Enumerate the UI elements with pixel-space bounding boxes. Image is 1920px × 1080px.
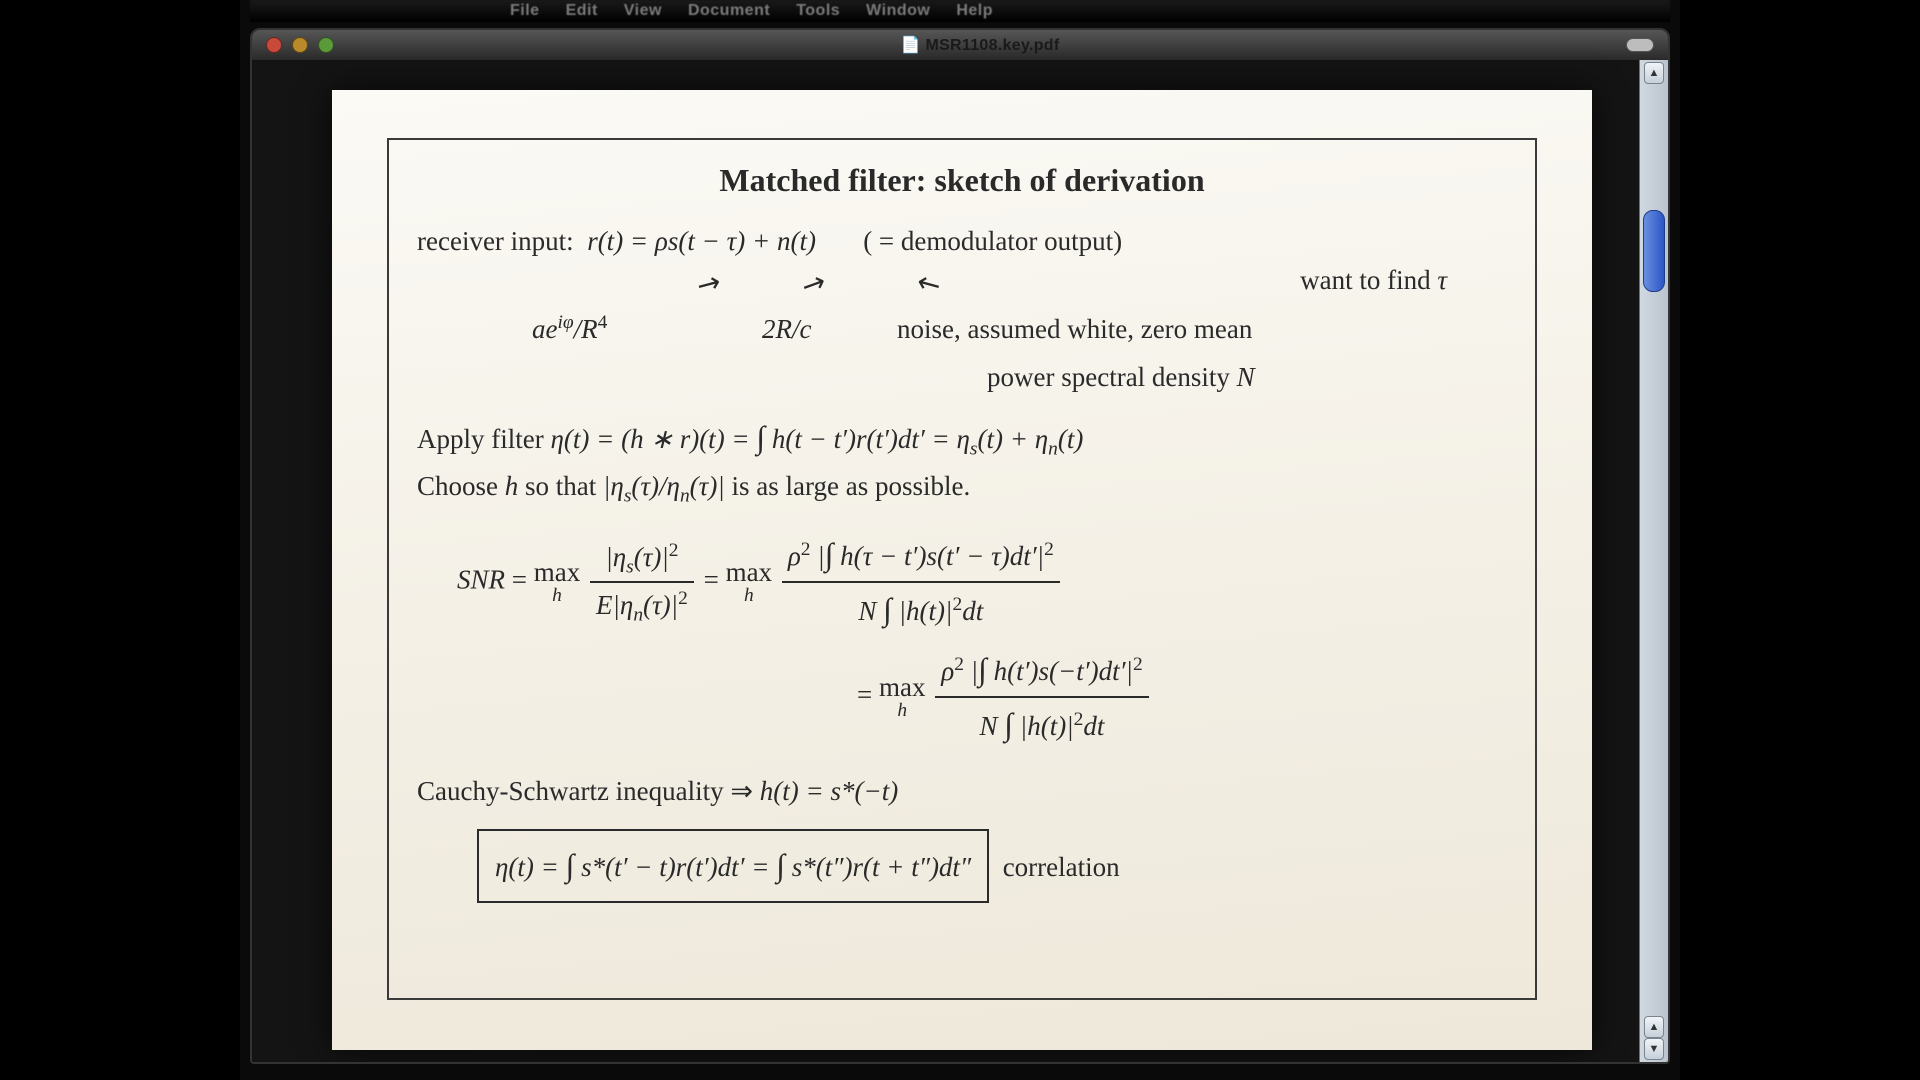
menubar: File Edit View Document Tools Window Hel…	[250, 0, 1670, 22]
apply-filter-line: Apply filter η(t) = (h ∗ r)(t) = ∫ h(t −…	[417, 413, 1507, 462]
toolbar-pill-icon[interactable]	[1626, 38, 1654, 52]
snr-eq1: SNR = maxh |ηs(τ)|2 E|ηn(τ)|2 = maxh ρ2 …	[417, 530, 1507, 635]
slide-title: Matched filter: sketch of derivation	[417, 162, 1507, 199]
scroll-up-icon[interactable]: ▲	[1644, 62, 1664, 84]
want-line: want to find τ	[1300, 265, 1447, 296]
receiver-label: receiver input:	[417, 226, 574, 256]
term-tau: 2R/c	[762, 309, 811, 351]
titlebar[interactable]: 📄 MSR1108.key.pdf	[252, 30, 1668, 61]
arrow-icon: ↗	[796, 263, 832, 304]
pdf-viewport: Matched filter: sketch of derivation rec…	[252, 60, 1640, 1062]
menu-item[interactable]: Document	[688, 2, 770, 20]
receiver-eq: r(t) = ρs(t − τ) + n(t)	[587, 226, 816, 256]
arrow-icon: ↖	[910, 263, 947, 304]
menu-item[interactable]: Help	[956, 2, 993, 20]
boxed-line: η(t) = ∫ s*(t′ − t)r(t′)dt′ = ∫ s*(t″)r(…	[417, 829, 1507, 902]
menu-item[interactable]: Tools	[796, 2, 840, 20]
menu-item[interactable]: Window	[866, 2, 930, 20]
term-n: noise, assumed white, zero mean	[897, 309, 1252, 351]
pdf-page: Matched filter: sketch of derivation rec…	[332, 90, 1592, 1050]
scroll-thumb[interactable]	[1643, 210, 1665, 292]
arrows: ↗ ↗ ↖ want to find τ	[417, 267, 1507, 305]
zoom-icon[interactable]	[318, 37, 334, 53]
menu-item[interactable]: View	[624, 2, 662, 20]
scrollbar[interactable]: ▲ ▲ ▼	[1639, 60, 1668, 1062]
arrow-icon: ↗	[690, 263, 727, 304]
window-title: 📄 MSR1108.key.pdf	[334, 35, 1626, 55]
menu-item[interactable]: File	[510, 2, 540, 20]
scroll-up-icon[interactable]: ▲	[1644, 1016, 1664, 1038]
terms-line: aeiφ/R4 2R/c noise, assumed white, zero …	[417, 309, 1507, 353]
close-icon[interactable]	[266, 37, 282, 53]
term-rho: aeiφ/R4	[532, 309, 607, 351]
minimize-icon[interactable]	[292, 37, 308, 53]
boxed-eq: η(t) = ∫ s*(t′ − t)r(t′)dt′ = ∫ s*(t″)r(…	[477, 829, 989, 902]
receiver-aside: ( = demodulator output)	[863, 226, 1122, 256]
choose-h-line: Choose h so that |ηs(τ)/ηn(τ)| is as lar…	[417, 466, 1507, 508]
cauchy-line: Cauchy-Schwartz inequality ⇒ h(t) = s*(−…	[417, 771, 1507, 813]
scroll-down-icon[interactable]: ▼	[1644, 1038, 1664, 1060]
pdf-window: 📄 MSR1108.key.pdf Matched filter: sketch…	[250, 28, 1670, 1064]
menu-item[interactable]: Edit	[566, 2, 598, 20]
slide-frame: Matched filter: sketch of derivation rec…	[387, 138, 1537, 1000]
psd-line: power spectral density N	[417, 357, 1507, 399]
snr-eq2: = maxh ρ2 |∫ h(t′)s(−t′)dt′|2 N ∫ |h(t)|…	[417, 645, 1507, 750]
boxed-label: correlation	[1003, 852, 1120, 882]
receiver-line: receiver input: r(t) = ρs(t − τ) + n(t) …	[417, 221, 1507, 263]
